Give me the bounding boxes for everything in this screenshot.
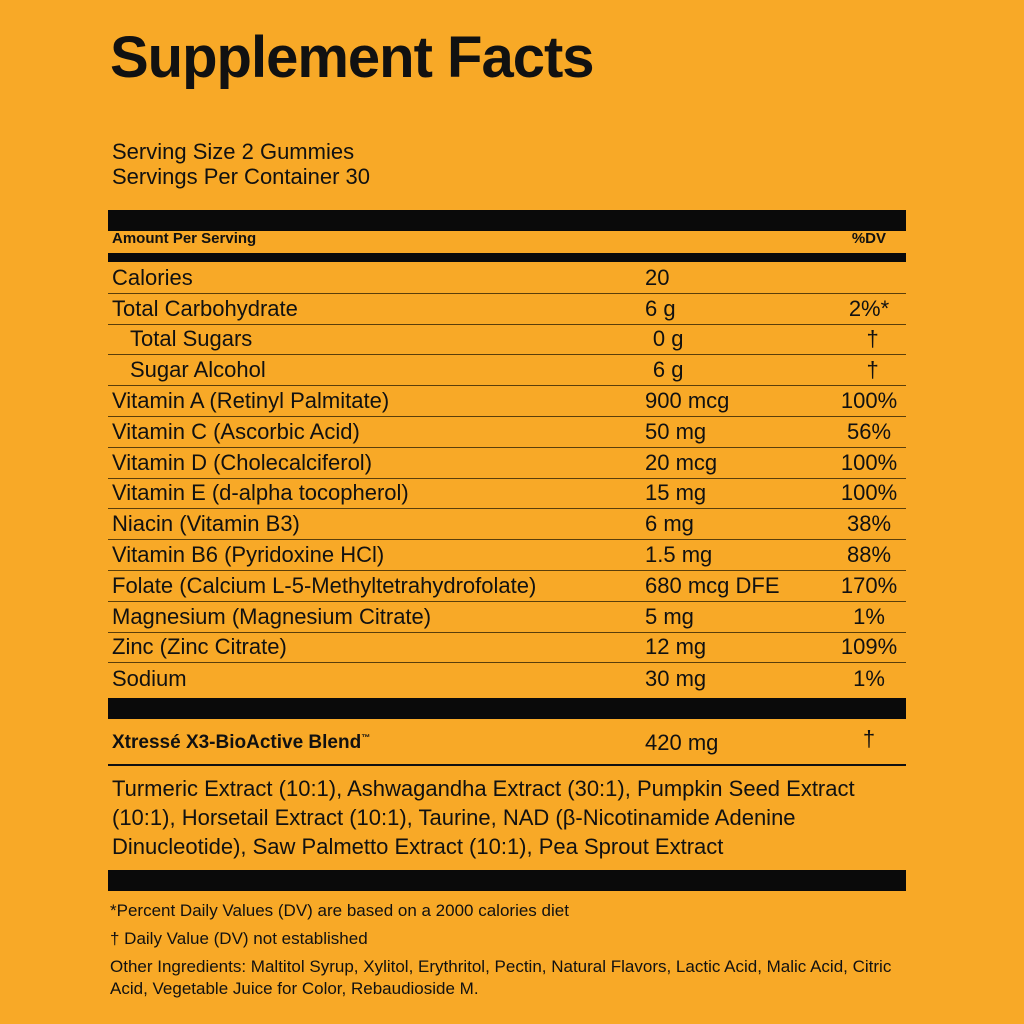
nutrient-name: Niacin (Vitamin B3)	[112, 511, 300, 537]
nutrient-dv: 2%*	[848, 295, 890, 321]
nutrient-dv: 100%	[840, 480, 898, 506]
blend-name-text: Xtressé X3-BioActive Blend	[112, 732, 362, 753]
nutrient-row: Vitamin B6 (Pyridoxine HCl) 1.5 mg 88%	[108, 540, 906, 571]
nutrient-name: Vitamin D (Cholecalciferol)	[112, 449, 373, 475]
nutrient-row: Calories 20	[108, 263, 906, 294]
blend-dv: †	[862, 726, 876, 751]
nutrient-row: Vitamin D (Cholecalciferol) 20 mcg 100%	[108, 448, 906, 479]
nutrient-dv: 38%	[846, 511, 892, 537]
nutrient-dv: 56%	[846, 418, 892, 444]
divider-bar-header	[108, 253, 906, 262]
other-ingredients: Other Ingredients: Maltitol Syrup, Xylit…	[110, 957, 892, 998]
nutrient-amount: 0 g	[652, 326, 684, 352]
nutrient-amount: 30 mg	[645, 665, 707, 691]
nutrient-dv: †	[866, 326, 879, 352]
nutrient-name: Magnesium (Magnesium Citrate)	[112, 603, 432, 629]
nutrient-row: Folate (Calcium L-5-Methyltetrahydrofola…	[108, 571, 906, 602]
nutrient-name: Zinc (Zinc Citrate)	[112, 634, 287, 660]
nutrient-name: Sodium	[112, 665, 187, 691]
footnote-dv-basis: *Percent Daily Values (DV) are based on …	[110, 901, 569, 920]
nutrient-dv: 1%	[853, 603, 885, 629]
blend-name: Xtressé X3-BioActive Blend™	[108, 732, 645, 754]
nutrient-amount: 20 mcg	[645, 449, 718, 475]
nutrient-row: Vitamin C (Ascorbic Acid) 50 mg 56%	[108, 417, 906, 448]
nutrient-row: Sodium 30 mg 1%	[108, 663, 906, 694]
nutrient-amount: 20	[645, 264, 670, 290]
footnote-dagger: † Daily Value (DV) not established	[110, 929, 368, 948]
divider-bar-blend	[108, 698, 906, 719]
nutrient-name: Vitamin E (d-alpha tocopherol)	[112, 480, 409, 506]
divider-bar-top	[108, 210, 906, 231]
nutrient-name: Calories	[112, 264, 193, 290]
nutrient-amount: 6 g	[645, 295, 676, 321]
nutrient-table: Calories 20 Total Carbohydrate 6 g 2%* Total …	[108, 263, 906, 694]
nutrient-amount: 6 mg	[645, 511, 694, 537]
serving-size: Serving Size 2 Gummies	[112, 139, 355, 164]
nutrient-name: Total Carbohydrate	[112, 295, 298, 321]
nutrient-amount: 15 mg	[645, 480, 707, 506]
nutrient-name: Folate (Calcium L-5-Methyltetrahydrofola…	[112, 572, 537, 598]
nutrient-amount: 12 mg	[645, 634, 707, 660]
nutrient-row: Niacin (Vitamin B3) 6 mg 38%	[108, 509, 906, 541]
nutrient-amount: 1.5 mg	[645, 542, 713, 568]
nutrient-amount: 680 mcg DFE	[645, 572, 780, 598]
nutrient-row: Zinc (Zinc Citrate) 12 mg 109%	[108, 633, 906, 664]
nutrient-amount: 900 mcg	[645, 388, 730, 414]
nutrient-row: Vitamin A (Retinyl Palmitate) 900 mcg 100%	[108, 386, 906, 417]
nutrient-dv: 170%	[840, 572, 898, 598]
nutrient-dv: 100%	[840, 388, 898, 414]
nutrient-dv: 100%	[840, 449, 898, 475]
servings-per-container: Servings Per Container 30	[112, 164, 371, 189]
nutrient-name: Total Sugars	[130, 326, 253, 352]
nutrient-row: Total Carbohydrate 6 g 2%*	[108, 294, 906, 325]
nutrient-row: Vitamin E (d-alpha tocopherol) 15 mg 100%	[108, 479, 906, 510]
blend-row: Xtressé X3-BioActive Blend™ 420 mg †	[108, 722, 906, 766]
amount-per-serving-label: Amount Per Serving	[112, 230, 257, 247]
nutrient-name: Vitamin C (Ascorbic Acid)	[112, 418, 360, 444]
divider-bar-bottom	[108, 870, 906, 891]
nutrient-dv: 1%	[853, 665, 885, 691]
blend-ingredients: Turmeric Extract (10:1), Ashwagandha Ext…	[112, 776, 855, 859]
table-header: Amount Per Serving %DV	[112, 230, 902, 250]
nutrient-amount: 5 mg	[645, 603, 694, 629]
nutrient-amount: 6 g	[652, 357, 684, 383]
nutrient-amount: 50 mg	[645, 418, 707, 444]
trademark: ™	[361, 732, 371, 743]
nutrient-dv: 88%	[846, 542, 892, 568]
dv-header-label: %DV	[851, 230, 886, 247]
nutrient-name: Vitamin B6 (Pyridoxine HCl)	[112, 542, 385, 568]
nutrient-row: Total Sugars 0 g †	[108, 325, 906, 356]
blend-amount: 420 mg	[645, 730, 719, 755]
nutrient-dv: 109%	[840, 634, 898, 660]
page-title: Supplement Facts	[110, 25, 595, 90]
nutrient-row: Magnesium (Magnesium Citrate) 5 mg 1%	[108, 602, 906, 633]
nutrient-dv: †	[866, 357, 879, 383]
nutrient-name: Sugar Alcohol	[130, 357, 266, 383]
nutrient-name: Vitamin A (Retinyl Palmitate)	[112, 388, 390, 414]
nutrient-row: Sugar Alcohol 6 g †	[108, 355, 906, 387]
